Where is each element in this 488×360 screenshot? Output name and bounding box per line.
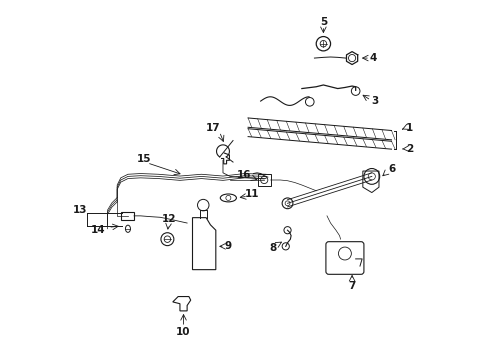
Text: 14: 14 <box>91 225 105 235</box>
Text: 5: 5 <box>319 17 326 27</box>
Text: 3: 3 <box>371 96 378 106</box>
Text: 4: 4 <box>369 53 377 63</box>
Text: 16: 16 <box>237 170 251 180</box>
Text: 13: 13 <box>73 205 87 215</box>
Text: 8: 8 <box>269 243 276 253</box>
Text: 17: 17 <box>205 123 220 133</box>
Text: 6: 6 <box>387 164 394 174</box>
Text: 9: 9 <box>224 241 231 251</box>
Text: 15: 15 <box>137 154 151 164</box>
Text: 11: 11 <box>244 189 258 199</box>
Text: 1: 1 <box>405 123 412 133</box>
Text: 12: 12 <box>162 215 176 224</box>
Text: 7: 7 <box>347 281 355 291</box>
Bar <box>257 174 270 186</box>
Bar <box>121 212 134 220</box>
Text: 2: 2 <box>405 144 412 154</box>
Text: 10: 10 <box>176 327 190 337</box>
